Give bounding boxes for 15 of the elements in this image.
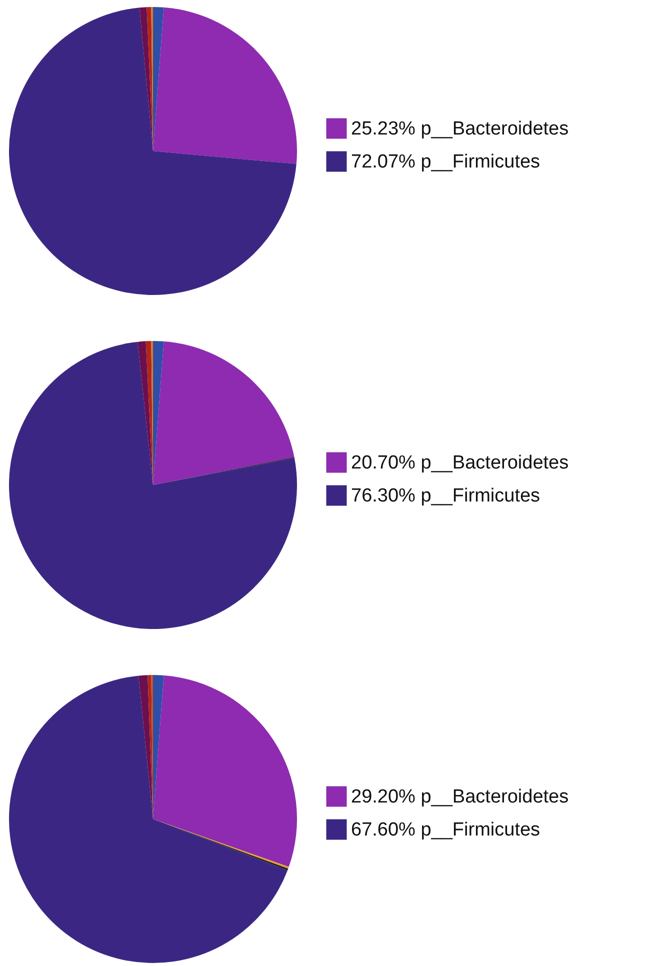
pie-slice bbox=[139, 7, 153, 151]
pie-slice bbox=[9, 342, 297, 629]
pie-slice bbox=[153, 675, 297, 867]
pie-slice bbox=[9, 8, 296, 295]
slice-label: 20.70% p__Bacteroidetes bbox=[351, 452, 569, 474]
legend-label: 76.30% p__Firmicutes bbox=[351, 486, 540, 506]
pie-slice bbox=[138, 675, 153, 819]
pie-slice bbox=[153, 341, 294, 485]
pie-slice bbox=[9, 676, 288, 963]
pie-slice bbox=[153, 7, 297, 164]
legend-label: 67.60% p__Firmicutes bbox=[351, 820, 540, 840]
legend-label: 72.07% p__Firmicutes bbox=[351, 152, 540, 172]
slice-label: 29.20% p__Bacteroidetes bbox=[351, 786, 569, 808]
pie-slice bbox=[138, 341, 153, 485]
legend-label: 25.23% p__Bacteroidetes bbox=[351, 118, 569, 140]
